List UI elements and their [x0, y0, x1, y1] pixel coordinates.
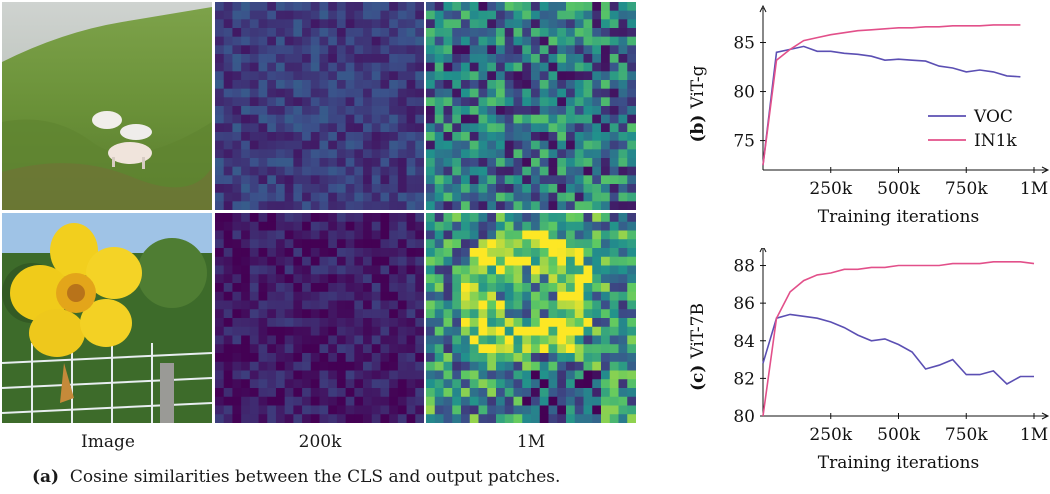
series-voc [762, 45, 1021, 166]
x-tick-label: 250k [809, 425, 852, 445]
series-voc [762, 313, 1035, 385]
column-label-1m: 1M [516, 432, 546, 452]
heatmap-flower-1m [426, 213, 636, 423]
y-axis-arrow-icon [759, 4, 767, 13]
sheep-on-hillside-photo [2, 2, 212, 210]
column-label-200k: 200k [298, 432, 342, 452]
heatmap-sheep-200k [215, 2, 424, 210]
series-line [762, 313, 1034, 385]
y-tick-label: 75 [733, 132, 755, 152]
x-tick-label: 500k [877, 179, 920, 199]
figure-caption: (a) Cosine similarities between the CLS … [32, 467, 560, 487]
column-label-image: Image [81, 432, 135, 452]
y-tick-label: 86 [733, 294, 755, 314]
flower-photo [2, 213, 212, 423]
panel-tag: (c) [688, 359, 708, 391]
x-axis-arrow-icon [1041, 412, 1050, 420]
chart-vit-7b: 80 82 84 86 88 250k 500k 750k 1M Training iterati… [688, 248, 1050, 473]
heatmap-flower-200k [215, 213, 424, 423]
heatmap-sheep-1m [426, 2, 636, 210]
x-tick-label: 750k [945, 425, 988, 445]
panel-label: (c) ViT-7B [688, 303, 708, 391]
series-in1k [762, 261, 1035, 417]
y-tick-label: 85 [733, 34, 755, 54]
series-line [762, 261, 1035, 417]
x-tick-label: 500k [877, 425, 920, 445]
y-tick-label: 84 [733, 332, 755, 352]
caption-text: Cosine similarities between the CLS and … [69, 467, 561, 487]
axes: 75 80 85 250k 500k 750k 1M [733, 4, 1050, 199]
series-line [762, 45, 1021, 166]
x-tick-label: 750k [945, 179, 988, 199]
y-tick-label: 80 [733, 407, 755, 427]
y-tick-label: 80 [733, 83, 755, 103]
x-axis-label: Training iterations [818, 453, 979, 473]
y-axis-arrow-icon [759, 248, 767, 253]
y-tick-label: 82 [733, 369, 755, 389]
series-in1k [762, 24, 1021, 166]
x-axis-label: Training iterations [818, 207, 979, 227]
model-name: ViT-7B [688, 303, 708, 360]
series-line [762, 24, 1021, 166]
x-axis-arrow-icon [1041, 166, 1050, 174]
legend-label: IN1k [974, 131, 1017, 151]
legend: VOC IN1k [928, 107, 1017, 151]
legend-label: VOC [973, 107, 1013, 127]
model-name: ViT-g [688, 65, 708, 109]
axes: 80 82 84 86 88 250k 500k 750k 1M [733, 248, 1050, 445]
y-tick-label: 88 [733, 257, 755, 277]
x-tick-label: 250k [809, 179, 852, 199]
x-tick-label: 1M [1020, 425, 1048, 445]
yellow-flower-photo [2, 213, 212, 423]
panel-tag: (b) [688, 109, 708, 143]
panel-label: (b) ViT-g [688, 65, 708, 142]
chart-vit-g: 75 80 85 250k 500k 750k 1M Training iterations (… [688, 4, 1050, 227]
sheep-photo [2, 2, 212, 210]
caption-tag: (a) [32, 467, 60, 487]
x-tick-label: 1M [1020, 179, 1048, 199]
